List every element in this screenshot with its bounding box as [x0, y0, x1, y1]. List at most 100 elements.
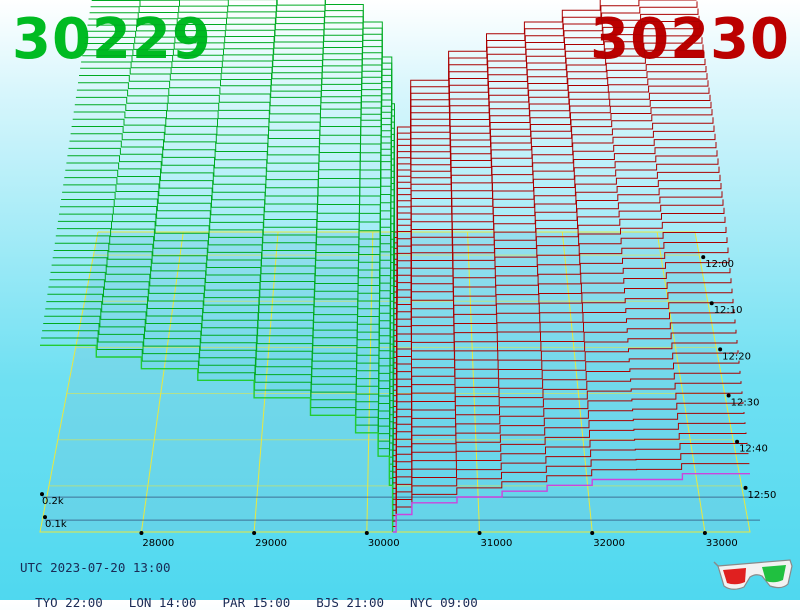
bid-depth-slice	[89, 12, 395, 276]
bid-depth-slice	[324, 0, 395, 232]
time-tick-dot	[701, 255, 706, 260]
bid-depth-slice	[40, 344, 394, 532]
bid-depth-slice	[276, 0, 395, 243]
time-tick-dot	[735, 439, 740, 444]
price-tick-dot	[364, 531, 369, 535]
bid-depth-slice	[87, 24, 395, 287]
bid-depth-slice	[45, 308, 394, 505]
depth-tick-label: 0.2k	[42, 496, 64, 507]
time-tick-label: 12:00	[705, 259, 734, 270]
bid-depth-slice	[70, 133, 395, 374]
bid-depth-slice	[81, 61, 395, 320]
price-tick-dot	[252, 531, 257, 535]
bid-depth-slice	[228, 0, 395, 249]
bid-depth-slice	[55, 235, 394, 451]
bid-depth-slice	[179, 0, 395, 254]
bid-depth-slice	[90, 6, 395, 271]
clock-nyc: NYC 09:00	[410, 595, 478, 610]
bid-depth-slice	[83, 49, 395, 309]
bid-depth-slice	[57, 220, 394, 440]
bid-depth-slice	[66, 162, 394, 396]
bid-depth-slice	[54, 242, 394, 456]
bid-depth-slice	[84, 43, 395, 303]
price-tick-label: 29000	[255, 538, 287, 549]
price-tick-dot	[139, 531, 144, 535]
bid-depth-slice	[67, 155, 394, 391]
floor-plane	[40, 232, 750, 532]
bid-depth-slice	[65, 169, 394, 402]
price-gridline	[467, 231, 481, 533]
price-gridline	[140, 231, 184, 533]
bid-depth-slice	[49, 279, 394, 483]
bid-depth-slice	[72, 118, 395, 363]
bid-depth-slice	[59, 213, 394, 434]
world-clocks: TYO 22:00 LON 14:00 PAR 15:00 BJS 21:00 NYC …	[20, 580, 504, 610]
bid-depth-slice	[80, 67, 395, 325]
price-tick-label: 32000	[593, 538, 625, 549]
bid-depth-slice	[76, 89, 395, 342]
time-tick-label: 12:50	[748, 490, 777, 501]
bid-depth-slice	[86, 30, 395, 292]
clock-par: PAR 15:00	[222, 595, 291, 610]
bid-depth-slice	[91, 0, 395, 265]
bid-depth-slice	[48, 286, 394, 489]
bid-depth-slice	[82, 55, 395, 314]
bid-depth-slice	[78, 82, 395, 336]
ask-depth-slice	[392, 473, 750, 533]
depth-tick-dot	[43, 515, 47, 520]
bid-depth-series	[40, 0, 395, 532]
bid-depth-slice	[56, 228, 394, 445]
bid-depth-slice	[42, 330, 394, 522]
bid-depth-slice	[51, 264, 394, 472]
bid-depth-slice	[75, 96, 395, 347]
bid-depth-slice	[324, 0, 395, 238]
time-tick-dot	[718, 347, 723, 352]
depth-tick-label: 0.1k	[45, 519, 67, 530]
bid-depth-slice	[50, 271, 394, 478]
price-gridline	[366, 231, 374, 533]
time-tick-label: 12:20	[722, 351, 751, 362]
price-tick-dot	[477, 531, 482, 535]
ask-price: 30230	[590, 7, 790, 72]
price-tick-dot	[702, 531, 707, 535]
time-tick-dot	[709, 301, 714, 306]
time-tick-dot	[726, 393, 731, 398]
clock-bjs: BJS 21:00	[316, 595, 384, 610]
price-tick-label: 33000	[706, 538, 738, 549]
bid-depth-slice	[47, 293, 394, 494]
bid-depth-slice	[41, 337, 394, 527]
price-tick-label: 30000	[368, 538, 400, 549]
bid-depth-slice	[68, 147, 395, 385]
bid-depth-slice	[85, 36, 395, 298]
bid-depth-slice	[63, 184, 394, 412]
bid-depth-slice	[52, 257, 394, 467]
chart-floor	[40, 232, 750, 532]
bid-depth-slice	[62, 191, 394, 418]
price-tick-label: 31000	[481, 538, 513, 549]
price-tick-dot	[590, 531, 595, 535]
3d-glasses-icon[interactable]	[712, 556, 796, 592]
bid-depth-slice	[64, 177, 394, 407]
time-tick-label: 12:40	[739, 444, 768, 455]
price-gridline	[656, 231, 706, 533]
time-tick-label: 12:10	[714, 305, 743, 316]
bid-depth-slice	[74, 104, 395, 352]
bid-depth-slice	[43, 323, 394, 516]
clock-lon: LON 14:00	[128, 595, 197, 610]
depth-tick-dot	[40, 492, 44, 497]
bid-depth-slice	[140, 0, 395, 260]
bid-depth-slice	[44, 315, 394, 511]
clock-tyo: TYO 22:00	[35, 595, 103, 610]
bid-depth-slice	[53, 250, 394, 462]
ask-depth-series	[392, 0, 750, 533]
bid-depth-slice	[88, 18, 395, 282]
bid-depth-slice	[69, 140, 395, 380]
chart-tick-labels: 28000 29000 30000 31000 32000 33000 12:00 12:10…	[40, 255, 776, 549]
ask-depth-slice	[394, 0, 601, 233]
price-gridline	[561, 231, 593, 533]
price-tick-label: 28000	[142, 538, 174, 549]
bid-depth-slice	[79, 75, 395, 331]
bid-depth-slice	[61, 199, 394, 423]
time-tick-label: 12:30	[731, 398, 760, 409]
